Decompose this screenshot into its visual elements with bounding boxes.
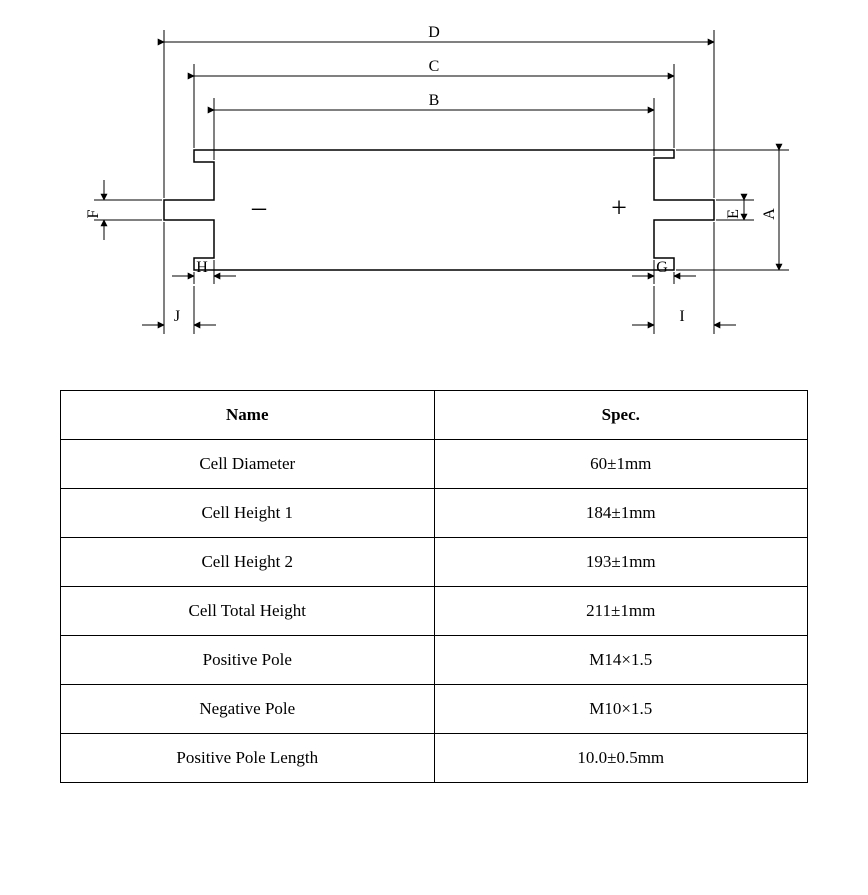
table-row: Cell Diameter 60±1mm — [61, 440, 808, 489]
table-row: Negative Pole M10×1.5 — [61, 685, 808, 734]
spec-table-body: Cell Diameter 60±1mm Cell Height 1 184±1… — [61, 440, 808, 783]
cell-name: Cell Height 2 — [61, 538, 435, 587]
col-spec-header: Spec. — [434, 391, 808, 440]
cell-name: Cell Total Height — [61, 587, 435, 636]
dimension-G-label: G — [656, 259, 668, 276]
spec-table-header: Name Spec. — [61, 391, 808, 440]
dimension-E-label: E — [725, 209, 742, 219]
spec-table: Name Spec. Cell Diameter 60±1mm Cell Hei… — [60, 390, 808, 783]
cell-spec: 211±1mm — [434, 587, 808, 636]
dimension-F — [94, 180, 162, 240]
negative-pole-mark: – — [251, 192, 267, 223]
dimension-F-label: F — [85, 209, 102, 218]
table-row: Positive Pole M14×1.5 — [61, 636, 808, 685]
table-row: Cell Height 2 193±1mm — [61, 538, 808, 587]
dimension-I-label: I — [679, 308, 684, 325]
table-row: Cell Total Height 211±1mm — [61, 587, 808, 636]
cell-name: Positive Pole Length — [61, 734, 435, 783]
cell-name: Negative Pole — [61, 685, 435, 734]
dimension-J-label: J — [174, 308, 180, 325]
table-row: Cell Height 1 184±1mm — [61, 489, 808, 538]
positive-pole-mark: + — [611, 193, 627, 224]
cell-spec: 10.0±0.5mm — [434, 734, 808, 783]
dimension-D — [164, 30, 714, 198]
dimension-C-label: C — [429, 58, 440, 75]
cell-name: Cell Height 1 — [61, 489, 435, 538]
table-row: Positive Pole Length 10.0±0.5mm — [61, 734, 808, 783]
cell-spec: 184±1mm — [434, 489, 808, 538]
cell-spec: 60±1mm — [434, 440, 808, 489]
drawing-svg: – + D C B — [74, 20, 794, 360]
cell-body-outline — [164, 150, 714, 270]
page-container: – + D C B — [0, 0, 868, 823]
col-name-header: Name — [61, 391, 435, 440]
cell-spec: M14×1.5 — [434, 636, 808, 685]
dimension-H-label: H — [196, 259, 208, 276]
cell-name: Cell Diameter — [61, 440, 435, 489]
dimension-A-label: A — [761, 208, 778, 220]
cell-name: Positive Pole — [61, 636, 435, 685]
cell-technical-drawing: – + D C B — [74, 20, 794, 360]
cell-spec: M10×1.5 — [434, 685, 808, 734]
dimension-B-label: B — [429, 92, 440, 109]
cell-spec: 193±1mm — [434, 538, 808, 587]
dimension-D-label: D — [428, 24, 440, 41]
